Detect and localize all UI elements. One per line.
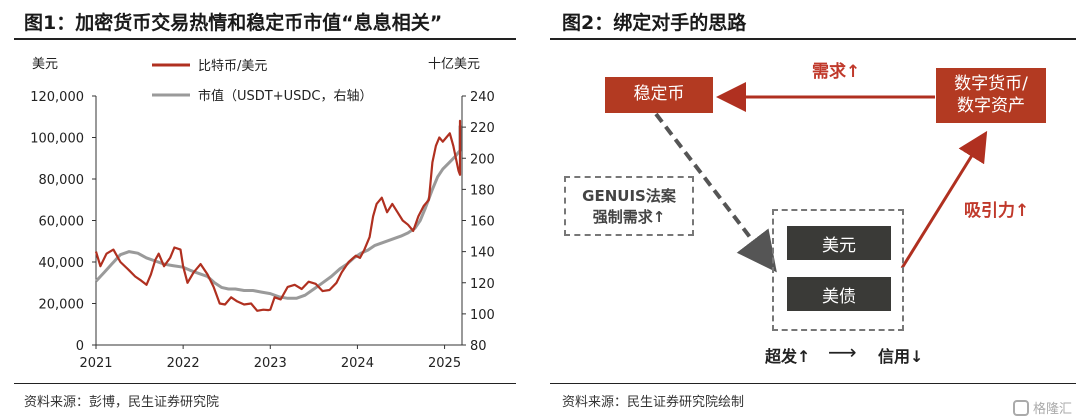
- title-rule: [550, 38, 1076, 40]
- right-tick-label: 160: [470, 215, 495, 230]
- figure-2-panel: 图2：绑定对手的思路 稳定币 数字货币/ 数字资产 需求↑ 吸引力↑ GENUI…: [550, 0, 1080, 419]
- left-tick-label: 80,000: [39, 173, 85, 188]
- genius-line2: 强制需求↑: [592, 208, 666, 226]
- credit-label: 信用↓: [878, 347, 924, 366]
- x-tick-label: 2025: [428, 356, 461, 371]
- stablecoin-label: 稳定币: [633, 84, 685, 105]
- left-tick-label: 40,000: [39, 256, 85, 271]
- stablecoin-marketcap-line: [94, 125, 462, 300]
- figure-2-title: 图2：绑定对手的思路: [562, 12, 747, 34]
- right-tick-label: 80: [470, 339, 487, 354]
- watermark: 格隆汇: [1012, 398, 1072, 417]
- figure-1-title: 图1：加密货币交易热情和稳定币市值“息息相关”: [24, 12, 443, 34]
- left-axis-unit: 美元: [32, 57, 58, 72]
- figure-1-panel: 图1：加密货币交易热情和稳定币市值“息息相关” 美元 十亿美元 0 20,000 40,…: [0, 0, 530, 419]
- right-tick-label: 100: [470, 308, 495, 323]
- usd-label: 美元: [822, 235, 856, 256]
- treasury-label: 美债: [822, 286, 856, 307]
- right-tick-label: 120: [470, 277, 495, 292]
- genius-act-box: GENUIS法案 强制需求↑: [564, 176, 694, 236]
- legend-label: 比特币/美元: [198, 59, 267, 74]
- crypto-asset-box: 数字货币/ 数字资产: [936, 68, 1046, 123]
- right-tick-label: 180: [470, 183, 495, 198]
- right-tick-label: 140: [470, 246, 495, 261]
- treasury-box: 美债: [787, 277, 891, 311]
- stablecoin-box: 稳定币: [605, 77, 713, 113]
- figure-2-source: 资料来源：民生证券研究院绘制: [562, 395, 745, 410]
- usd-box: 美元: [787, 226, 891, 260]
- arrow-glyph: ⟶: [828, 340, 857, 364]
- right-axis-unit: 十亿美元: [428, 57, 480, 72]
- left-tick-label: 120,000: [30, 90, 84, 105]
- x-tick-label: 2021: [79, 356, 112, 371]
- left-tick-label: 0: [76, 339, 84, 354]
- source-rule: [14, 383, 516, 384]
- source-rule: [550, 383, 1076, 384]
- left-tick-label: 60,000: [39, 215, 85, 230]
- right-tick-label: 220: [470, 121, 495, 136]
- usd-treasury-group: [772, 209, 904, 331]
- figure-1-source: 资料来源：彭博，民生证券研究院: [24, 395, 220, 410]
- left-tick-label: 20,000: [39, 298, 85, 313]
- x-tick-label: 2023: [254, 356, 287, 371]
- watermark-logo-icon: [1012, 399, 1029, 416]
- over-issue-label: 超发↑: [765, 347, 811, 366]
- btc-price-line: [94, 119, 462, 312]
- x-tick-label: 2022: [167, 356, 200, 371]
- x-tick-label: 2024: [341, 356, 374, 371]
- attraction-label: 吸引力↑: [964, 201, 1030, 221]
- attraction-arrow: [900, 130, 988, 269]
- legend-label: 市值（USDT+USDC，右轴）: [198, 88, 372, 104]
- title-rule: [14, 38, 516, 40]
- demand-label: 需求↑: [812, 62, 861, 82]
- watermark-text: 格隆汇: [1032, 402, 1072, 417]
- diagram-arrows: [654, 82, 988, 273]
- right-tick-label: 200: [470, 152, 495, 167]
- crypto-label-line2: 数字资产: [957, 95, 1025, 116]
- btc-stablecoin-chart: 美元 十亿美元 0 20,000 40,000 60,000 80,000 100,000 12…: [30, 57, 495, 371]
- crypto-label-line1: 数字货币/: [954, 74, 1028, 95]
- right-tick-label: 240: [470, 90, 495, 105]
- left-tick-label: 100,000: [30, 132, 84, 147]
- genius-line1: GENUIS法案: [582, 187, 676, 205]
